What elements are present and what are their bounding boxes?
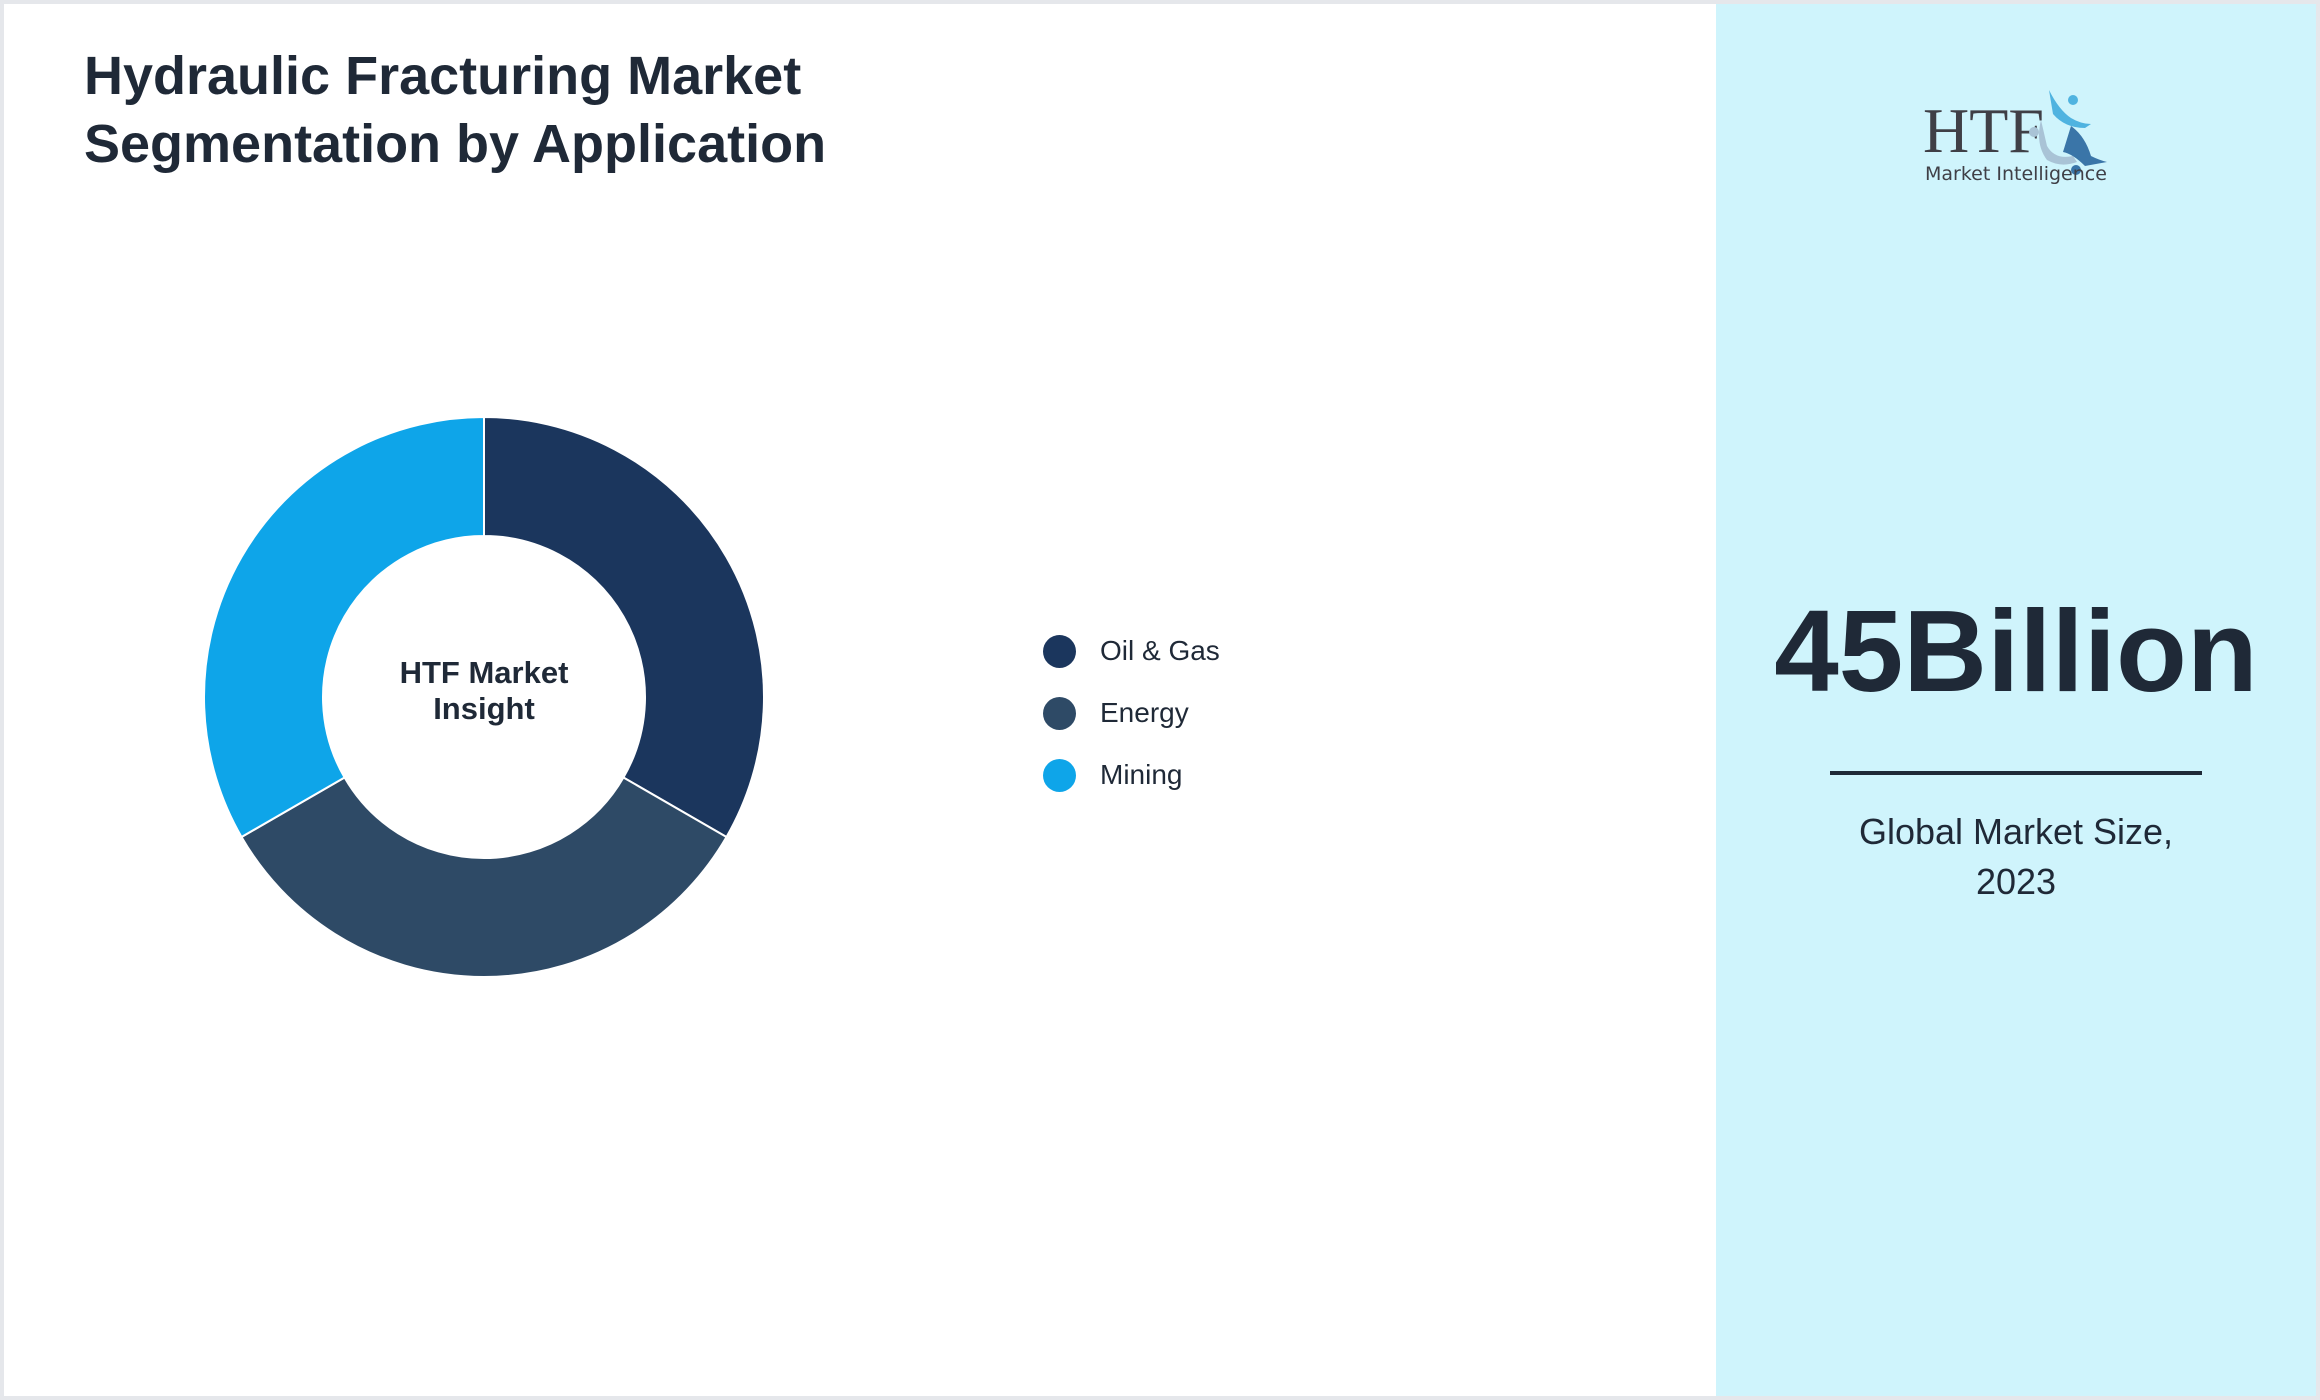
center-label-line-2: Insight xyxy=(433,691,535,726)
legend-item: Oil & Gas xyxy=(1043,620,1220,682)
donut-slice-energy xyxy=(240,776,728,978)
donut-chart xyxy=(203,415,765,978)
donut-center-label: HTF Market Insight xyxy=(334,655,634,727)
caption-line-1: Global Market Size, xyxy=(1858,811,2174,852)
title-line-1: Hydraulic Fracturing Market xyxy=(84,46,802,106)
legend-label: Energy xyxy=(1100,697,1189,728)
legend-dot-icon xyxy=(1043,634,1076,668)
legend: Oil & Gas Energy Mining xyxy=(1043,620,1220,806)
legend-item: Energy xyxy=(1043,682,1220,744)
donut-slice-oil-gas xyxy=(483,415,765,839)
donut-slice-mining xyxy=(203,415,485,839)
divider xyxy=(1830,771,2202,775)
title-line-2: Segmentation by Application xyxy=(84,114,827,174)
caption-line-2: 2023 xyxy=(1975,861,2057,902)
market-size-caption: Global Market Size, 2023 xyxy=(1716,807,2316,907)
legend-label: Oil & Gas xyxy=(1100,635,1220,666)
market-size-value: 45Billion xyxy=(1774,586,2258,716)
legend-dot-icon xyxy=(1043,758,1076,792)
legend-label: Mining xyxy=(1100,759,1183,790)
htf-logo: HTF Market Intelligence xyxy=(1923,90,2107,185)
center-label-line-1: HTF Market xyxy=(399,655,569,690)
side-panel: HTF Market Intelligence 45Billion Global… xyxy=(1716,4,2316,1396)
legend-dot-icon xyxy=(1043,696,1076,730)
page-title: Hydraulic Fracturing Market Segmentation… xyxy=(84,42,1084,178)
svg-text:Market Intelligence: Market Intelligence xyxy=(1925,163,2107,185)
svg-text:HTF: HTF xyxy=(1923,95,2044,166)
legend-item: Mining xyxy=(1043,744,1220,806)
